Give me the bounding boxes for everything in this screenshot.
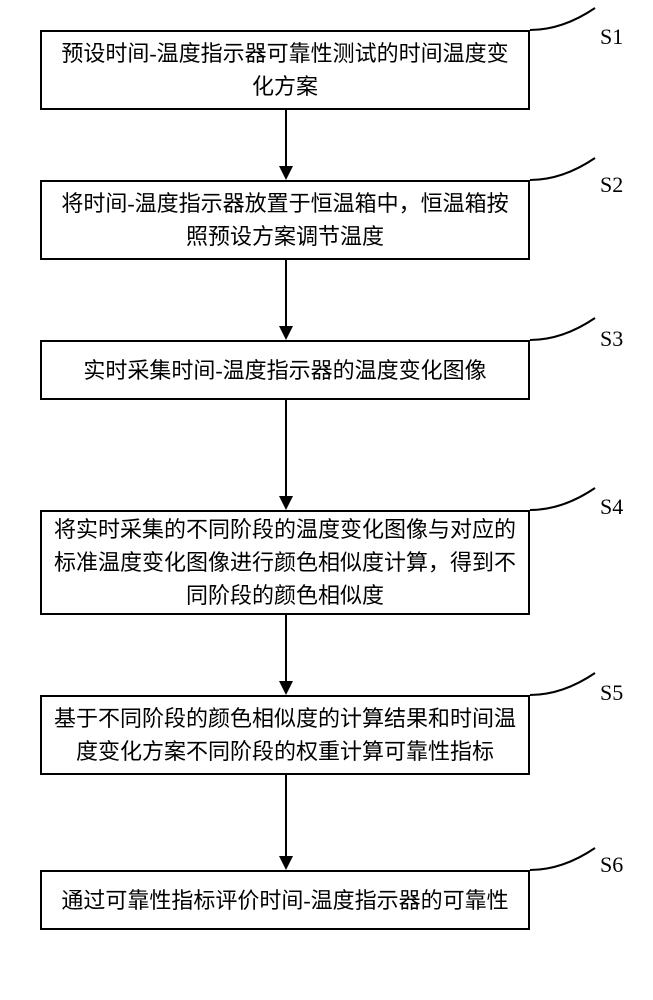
step-label-4: S4 [600, 494, 623, 520]
step-label-6: S6 [600, 852, 623, 878]
flowchart-container: 预设时间-温度指示器可靠性测试的时间温度变 化方案 S1 将时间-温度指示器放置于恒… [0, 0, 653, 1000]
step-label-5: S5 [600, 680, 623, 706]
step-label-3: S3 [600, 326, 623, 352]
arrow-head-2 [279, 326, 293, 340]
connector-3 [530, 318, 595, 340]
step-text-3: 实时采集时间-温度指示器的温度变化图像 [83, 354, 486, 387]
step-text-6: 通过可靠性指标评价时间-温度指示器的可靠性 [61, 884, 508, 917]
step-label-1: S1 [600, 24, 623, 50]
step-box-2: 将时间-温度指示器放置于恒温箱中，恒温箱按 照预设方案调节温度 [40, 180, 530, 260]
connector-4 [530, 488, 595, 510]
arrow-head-5 [279, 856, 293, 870]
arrow-line-2 [285, 260, 287, 328]
step-text-1: 预设时间-温度指示器可靠性测试的时间温度变 化方案 [61, 37, 508, 103]
step-text-4: 将实时采集的不同阶段的温度变化图像与对应的 标准温度变化图像进行颜色相似度计算，… [54, 513, 516, 612]
connector-6 [530, 848, 595, 870]
arrow-line-4 [285, 615, 287, 683]
step-box-5: 基于不同阶段的颜色相似度的计算结果和时间温 度变化方案不同阶段的权重计算可靠性指… [40, 695, 530, 775]
connector-5 [530, 673, 595, 695]
step-box-1: 预设时间-温度指示器可靠性测试的时间温度变 化方案 [40, 30, 530, 110]
step-box-3: 实时采集时间-温度指示器的温度变化图像 [40, 340, 530, 400]
arrow-head-3 [279, 496, 293, 510]
connector-1 [530, 8, 595, 30]
step-text-5: 基于不同阶段的颜色相似度的计算结果和时间温 度变化方案不同阶段的权重计算可靠性指… [54, 702, 516, 768]
arrow-line-1 [285, 110, 287, 168]
connector-2 [530, 158, 595, 180]
arrow-head-4 [279, 681, 293, 695]
arrow-line-3 [285, 400, 287, 498]
step-box-6: 通过可靠性指标评价时间-温度指示器的可靠性 [40, 870, 530, 930]
step-box-4: 将实时采集的不同阶段的温度变化图像与对应的 标准温度变化图像进行颜色相似度计算，… [40, 510, 530, 615]
step-text-2: 将时间-温度指示器放置于恒温箱中，恒温箱按 照预设方案调节温度 [61, 187, 508, 253]
arrow-head-1 [279, 166, 293, 180]
step-label-2: S2 [600, 172, 623, 198]
arrow-line-5 [285, 775, 287, 858]
